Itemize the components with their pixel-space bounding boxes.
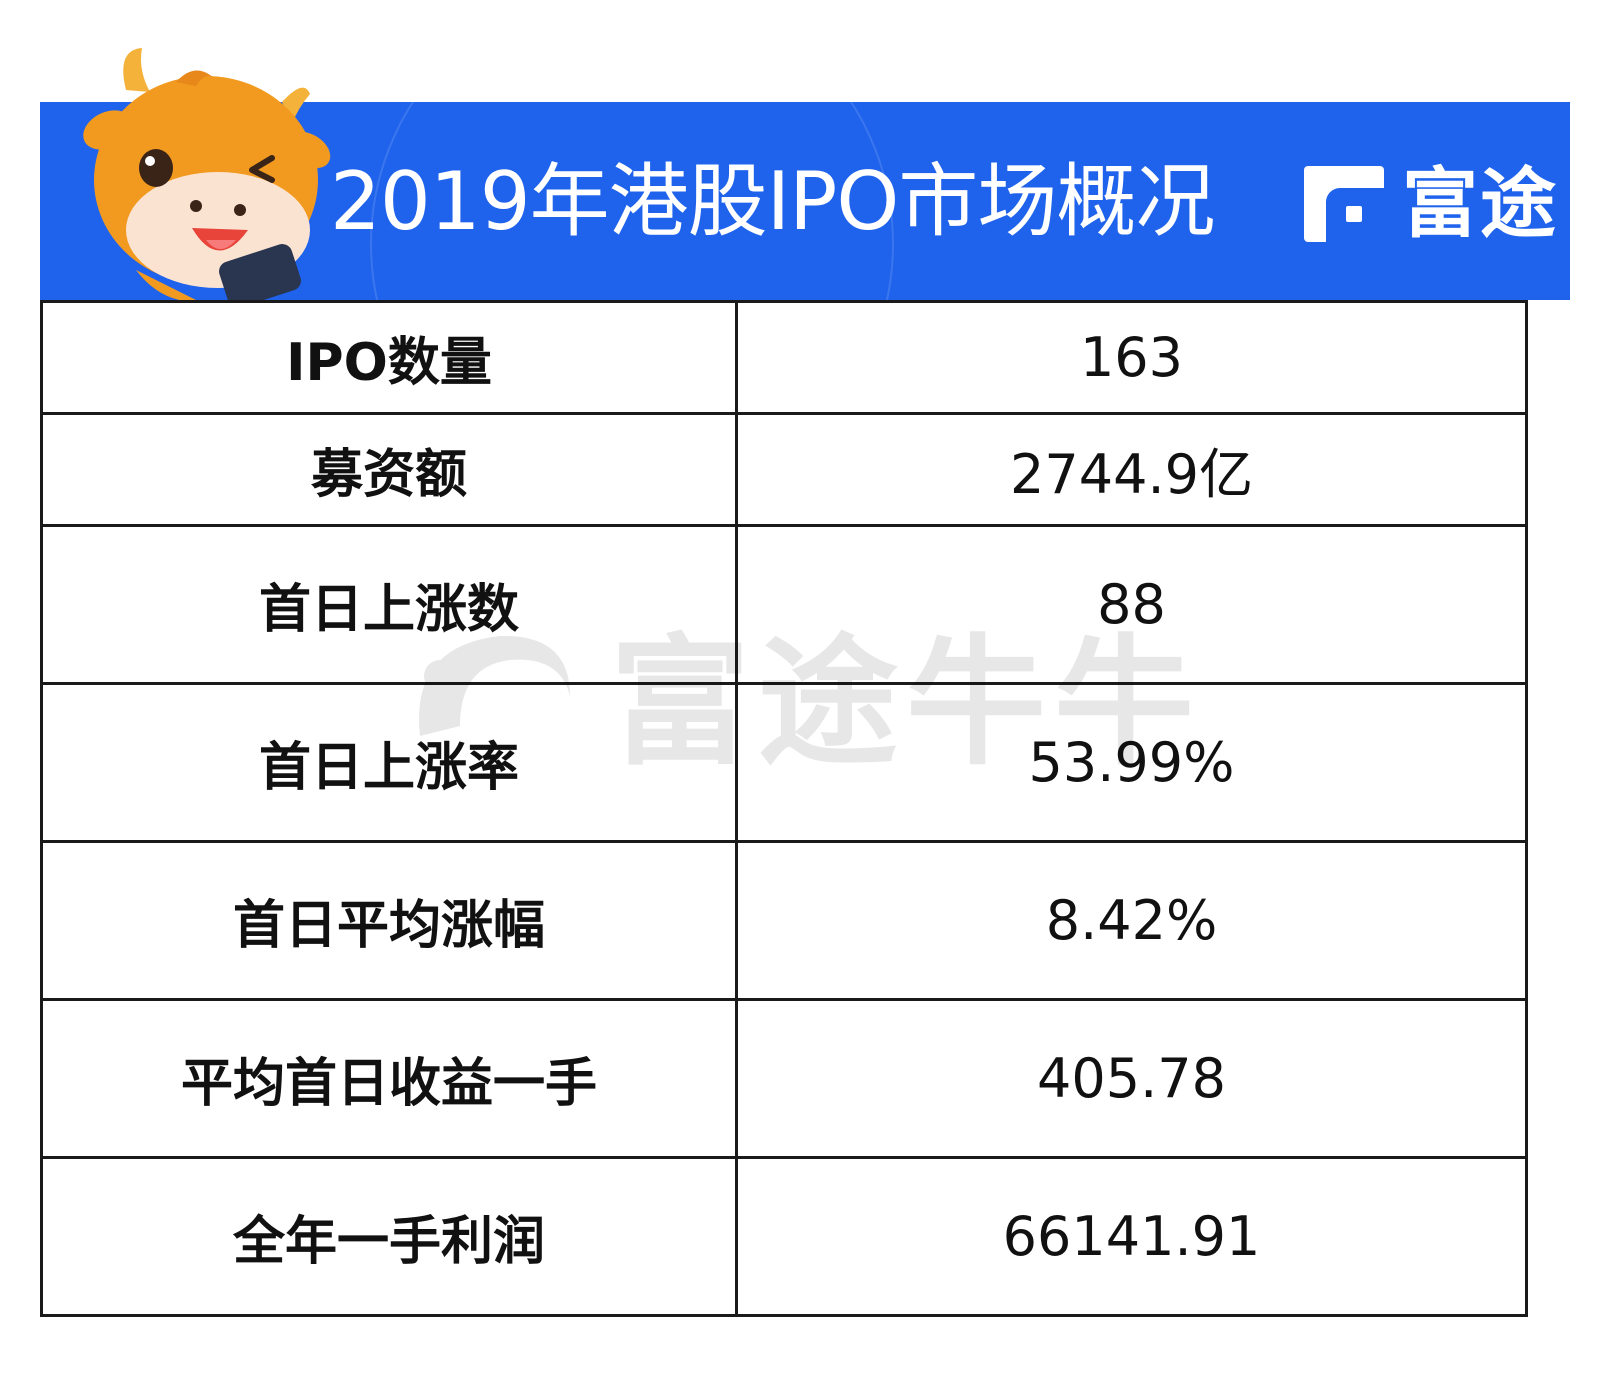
row-value-ipo-count: 163: [735, 300, 1528, 415]
bull-mascot-icon: [83, 48, 331, 300]
futu-logo-icon: [1304, 166, 1384, 242]
row-value-first-day-rise-count: 88: [735, 524, 1528, 685]
row-label-ipo-count: IPO数量: [40, 300, 738, 415]
table-row: 首日上涨率 53.99%: [40, 682, 1528, 843]
row-value-first-day-rise-rate: 53.99%: [735, 682, 1528, 843]
row-label-first-day-rise-rate: 首日上涨率: [40, 682, 738, 843]
ipo-summary-card: 2019年港股IPO市场概况 富途: [40, 0, 1570, 1350]
ipo-stats-table: IPO数量 163 募资额 2744.9亿 首日上涨数 88 首日上涨率 53.…: [40, 300, 1528, 1317]
table-row: 平均首日收益一手 405.78: [40, 998, 1528, 1159]
futu-logo-text: 富途: [1402, 159, 1558, 248]
table-row: 首日平均涨幅 8.42%: [40, 840, 1528, 1001]
row-value-first-day-avg-gain: 8.42%: [735, 840, 1528, 1001]
row-label-fundraising: 募资额: [40, 412, 738, 527]
row-label-annual-profit-per-lot: 全年一手利润: [40, 1156, 738, 1317]
row-label-first-day-rise-count: 首日上涨数: [40, 524, 738, 685]
table-row: 首日上涨数 88: [40, 524, 1528, 685]
table-row: IPO数量 163: [40, 300, 1528, 415]
row-label-first-day-avg-gain: 首日平均涨幅: [40, 840, 738, 1001]
row-label-avg-first-day-profit-per-lot: 平均首日收益一手: [40, 998, 738, 1159]
row-value-annual-profit-per-lot: 66141.91: [735, 1156, 1528, 1317]
table-row: 全年一手利润 66141.91: [40, 1156, 1528, 1317]
futu-logo: 富途: [1304, 164, 1558, 244]
row-value-fundraising: 2744.9亿: [735, 412, 1528, 527]
page-title: 2019年港股IPO市场概况: [330, 155, 1215, 248]
row-value-avg-first-day-profit-per-lot: 405.78: [735, 998, 1528, 1159]
table-row: 募资额 2744.9亿: [40, 412, 1528, 527]
